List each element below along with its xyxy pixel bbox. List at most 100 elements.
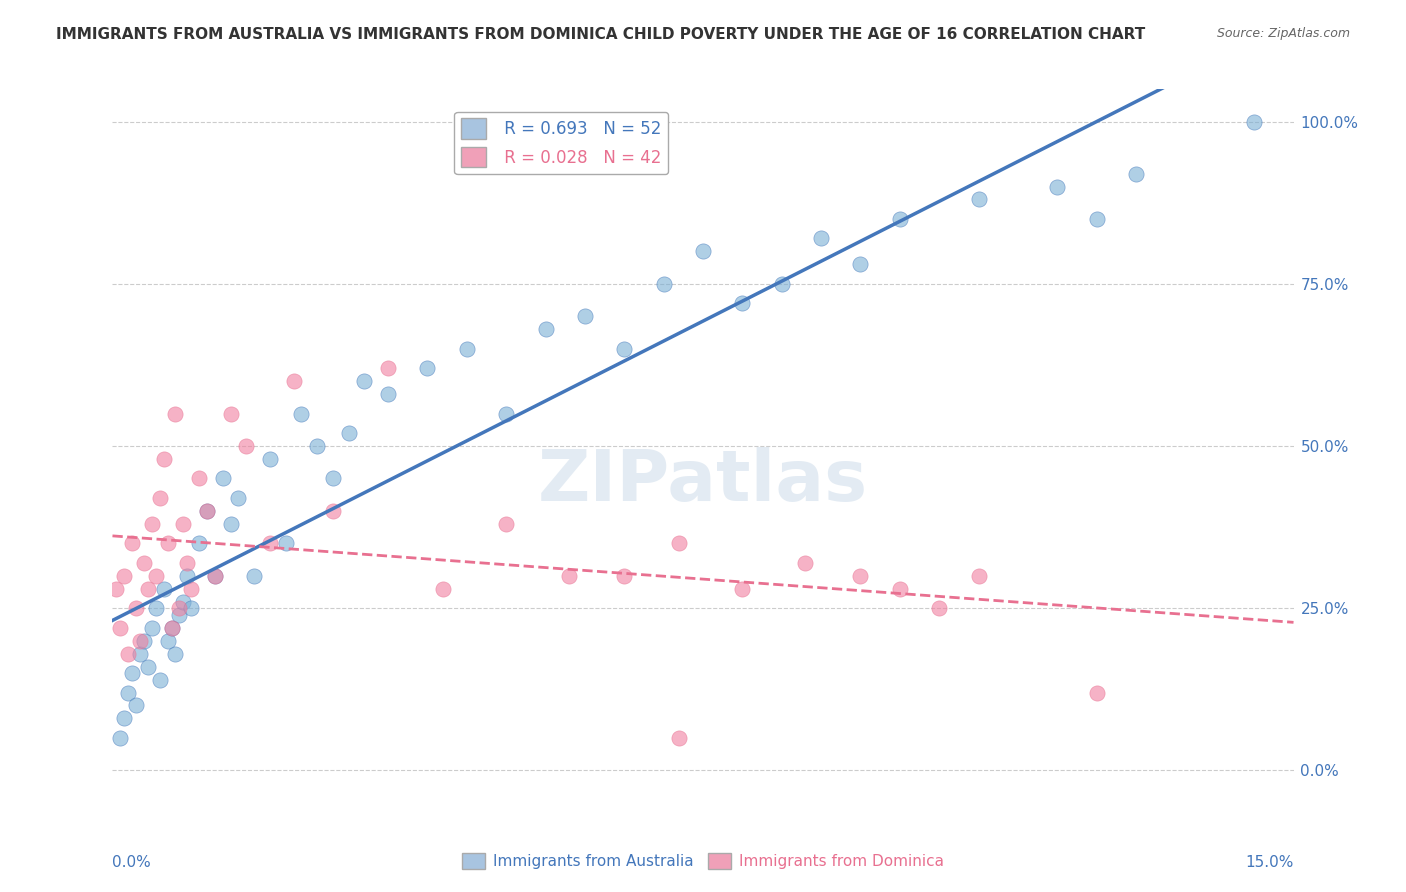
- Point: [613, 568, 636, 582]
- Point: [117, 647, 139, 661]
- Point: [283, 374, 305, 388]
- Point: [211, 471, 233, 485]
- Point: [110, 621, 132, 635]
- Point: [110, 731, 132, 745]
- Point: [967, 568, 990, 582]
- Point: [322, 471, 344, 485]
- Text: IMMIGRANTS FROM AUSTRALIA VS IMMIGRANTS FROM DOMINICA CHILD POVERTY UNDER THE AG: IMMIGRANTS FROM AUSTRALIA VS IMMIGRANTS …: [56, 27, 1146, 42]
- Point: [125, 698, 148, 713]
- Point: [176, 556, 198, 570]
- Point: [204, 568, 226, 582]
- Point: [204, 568, 226, 582]
- Point: [156, 633, 179, 648]
- Point: [377, 387, 399, 401]
- Point: [105, 582, 128, 596]
- Point: [849, 568, 872, 582]
- Point: [136, 659, 159, 673]
- Point: [180, 582, 202, 596]
- Point: [195, 504, 218, 518]
- Point: [149, 673, 172, 687]
- Point: [731, 582, 754, 596]
- Point: [416, 361, 439, 376]
- Legend:  R = 0.693   N = 52,  R = 0.028   N = 42: R = 0.693 N = 52, R = 0.028 N = 42: [454, 112, 668, 174]
- Point: [165, 647, 187, 661]
- Point: [152, 582, 174, 596]
- Point: [112, 711, 135, 725]
- Point: [1046, 179, 1069, 194]
- Point: [172, 595, 194, 609]
- Point: [692, 244, 714, 259]
- Point: [849, 257, 872, 271]
- Point: [228, 491, 250, 505]
- Point: [810, 231, 832, 245]
- Point: [377, 361, 399, 376]
- Point: [495, 407, 517, 421]
- Point: [731, 296, 754, 310]
- Point: [1085, 685, 1108, 699]
- Point: [169, 601, 191, 615]
- Point: [129, 633, 152, 648]
- Point: [668, 731, 690, 745]
- Text: ZIPatlas: ZIPatlas: [538, 447, 868, 516]
- Point: [188, 471, 211, 485]
- Point: [121, 536, 143, 550]
- Point: [353, 374, 375, 388]
- Point: [136, 582, 159, 596]
- Point: [889, 211, 911, 226]
- Point: [169, 607, 191, 622]
- Legend: Immigrants from Australia, Immigrants from Dominica: Immigrants from Australia, Immigrants fr…: [456, 847, 950, 875]
- Point: [1243, 114, 1265, 128]
- Point: [456, 342, 478, 356]
- Text: 15.0%: 15.0%: [1246, 855, 1294, 870]
- Point: [574, 310, 596, 324]
- Point: [534, 322, 557, 336]
- Point: [176, 568, 198, 582]
- Text: Source: ZipAtlas.com: Source: ZipAtlas.com: [1216, 27, 1350, 40]
- Point: [889, 582, 911, 596]
- Point: [243, 568, 266, 582]
- Point: [121, 666, 143, 681]
- Point: [274, 536, 297, 550]
- Point: [613, 342, 636, 356]
- Point: [235, 439, 257, 453]
- Point: [160, 621, 183, 635]
- Point: [156, 536, 179, 550]
- Point: [141, 516, 163, 531]
- Text: 0.0%: 0.0%: [112, 855, 152, 870]
- Point: [129, 647, 152, 661]
- Point: [558, 568, 581, 582]
- Point: [1125, 167, 1147, 181]
- Point: [152, 452, 174, 467]
- Point: [117, 685, 139, 699]
- Point: [160, 621, 183, 635]
- Point: [259, 452, 281, 467]
- Point: [259, 536, 281, 550]
- Point: [165, 407, 187, 421]
- Point: [145, 601, 167, 615]
- Point: [668, 536, 690, 550]
- Point: [652, 277, 675, 291]
- Point: [125, 601, 148, 615]
- Point: [132, 556, 155, 570]
- Point: [495, 516, 517, 531]
- Point: [112, 568, 135, 582]
- Point: [432, 582, 454, 596]
- Point: [219, 407, 242, 421]
- Point: [145, 568, 167, 582]
- Point: [928, 601, 950, 615]
- Point: [1085, 211, 1108, 226]
- Point: [794, 556, 817, 570]
- Point: [172, 516, 194, 531]
- Point: [132, 633, 155, 648]
- Point: [967, 193, 990, 207]
- Point: [219, 516, 242, 531]
- Point: [180, 601, 202, 615]
- Point: [337, 425, 360, 440]
- Point: [290, 407, 312, 421]
- Point: [141, 621, 163, 635]
- Point: [149, 491, 172, 505]
- Point: [307, 439, 329, 453]
- Point: [770, 277, 793, 291]
- Point: [195, 504, 218, 518]
- Point: [188, 536, 211, 550]
